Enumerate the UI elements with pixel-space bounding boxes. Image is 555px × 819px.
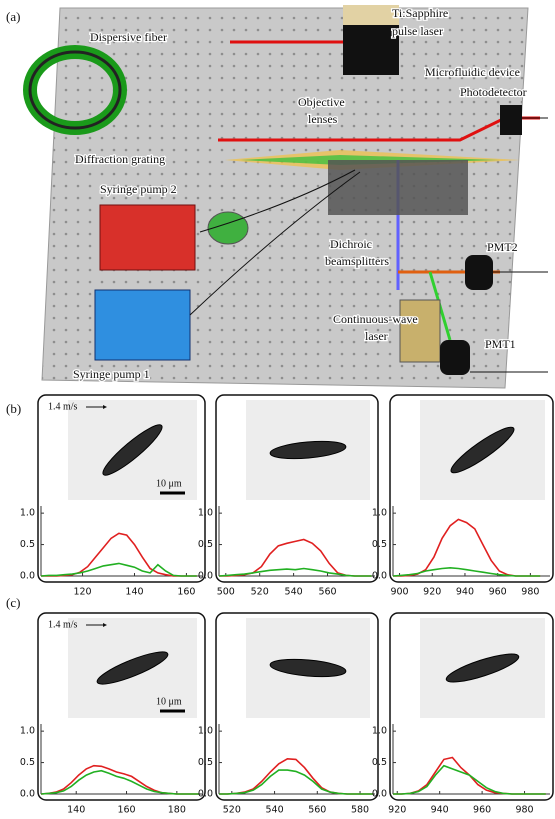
x-tick-label: 980 bbox=[515, 805, 533, 816]
diagram-label: beamsplitters bbox=[325, 254, 389, 268]
x-tick-label: 500 bbox=[217, 587, 235, 598]
panel-label: (b) bbox=[6, 401, 21, 416]
x-tick-label: 520 bbox=[251, 587, 269, 598]
y-tick-label: 1.0 bbox=[198, 508, 213, 519]
x-tick-label: 920 bbox=[388, 805, 406, 816]
y-tick-label: 1.0 bbox=[372, 508, 387, 519]
y-tick-label: 0.0 bbox=[372, 789, 387, 800]
y-tick-label: 0.5 bbox=[372, 539, 387, 550]
x-tick-label: 180 bbox=[168, 805, 186, 816]
trace bbox=[393, 519, 540, 576]
diagram-label: Syringe pump 2 bbox=[100, 182, 177, 196]
pmt1 bbox=[440, 340, 470, 375]
diagram-label: Syringe pump 1 bbox=[73, 367, 150, 381]
x-tick-label: 940 bbox=[456, 587, 474, 598]
panel-label: (c) bbox=[6, 595, 20, 610]
trace bbox=[393, 766, 546, 794]
diagram-label: pulse laser bbox=[392, 24, 443, 38]
y-tick-label: 0.0 bbox=[198, 571, 213, 582]
y-tick-label: 0.5 bbox=[372, 757, 387, 768]
diagram-label: Photodetector bbox=[460, 85, 527, 99]
x-tick-label: 540 bbox=[265, 805, 283, 816]
trace bbox=[41, 533, 197, 576]
x-tick-label: 940 bbox=[431, 805, 449, 816]
optics-block bbox=[328, 160, 468, 215]
pulse-laser-top bbox=[343, 5, 399, 25]
y-tick-label: 0.0 bbox=[20, 789, 35, 800]
diagram-label: laser bbox=[365, 329, 388, 343]
y-tick-label: 1.0 bbox=[20, 726, 35, 737]
x-tick-label: 960 bbox=[473, 805, 491, 816]
page: (a) (b) (c) Dispersive fiber Ti:Sapphire p… bbox=[0, 0, 555, 819]
x-tick-label: 160 bbox=[117, 805, 135, 816]
x-tick-label: 980 bbox=[521, 587, 539, 598]
scale-label: 10 μm bbox=[156, 696, 182, 707]
diagram-label: Dichroic bbox=[330, 237, 372, 251]
x-tick-label: 520 bbox=[223, 805, 241, 816]
y-tick-label: 0.5 bbox=[20, 757, 35, 768]
speed-label: 1.4 m/s bbox=[48, 619, 78, 630]
y-tick-label: 0.0 bbox=[20, 571, 35, 582]
diagram-label: Microfluidic device bbox=[425, 65, 520, 79]
diagram-label: Diffraction grating bbox=[75, 152, 165, 166]
diagram-label: lenses bbox=[308, 112, 338, 126]
trace bbox=[41, 771, 200, 794]
pmt2 bbox=[465, 255, 493, 290]
y-tick-label: 0.5 bbox=[20, 539, 35, 550]
y-tick-label: 1.0 bbox=[198, 726, 213, 737]
diagram-label: Dispersive fiber bbox=[90, 30, 167, 44]
cw-laser bbox=[400, 300, 440, 362]
speed-label: 1.4 m/s bbox=[48, 401, 78, 412]
x-tick-label: 160 bbox=[177, 587, 195, 598]
x-tick-label: 140 bbox=[125, 587, 143, 598]
x-tick-label: 140 bbox=[67, 805, 85, 816]
syringe-pump-2 bbox=[100, 205, 195, 270]
figure: (a) (b) (c) Dispersive fiber Ti:Sapphire p… bbox=[0, 0, 555, 819]
setup-diagram bbox=[30, 5, 548, 388]
trace bbox=[219, 569, 372, 577]
trace bbox=[219, 540, 372, 577]
syringe-pump-1 bbox=[95, 290, 190, 360]
diagram-label: Ti:Sapphire bbox=[392, 6, 448, 20]
y-tick-label: 0.5 bbox=[198, 539, 213, 550]
diagram-label: Continuous-wave bbox=[333, 312, 418, 326]
y-tick-label: 0.5 bbox=[198, 757, 213, 768]
x-tick-label: 120 bbox=[73, 587, 91, 598]
x-tick-label: 560 bbox=[308, 805, 326, 816]
trace bbox=[41, 563, 197, 576]
diagram-label: PMT2 bbox=[487, 240, 518, 254]
x-tick-label: 960 bbox=[489, 587, 507, 598]
trace bbox=[219, 770, 373, 794]
x-tick-label: 920 bbox=[423, 587, 441, 598]
y-tick-label: 1.0 bbox=[20, 508, 35, 519]
diagram-label: Objective bbox=[298, 95, 345, 109]
x-tick-label: 900 bbox=[390, 587, 408, 598]
diagram-label: PMT1 bbox=[485, 337, 516, 351]
x-tick-label: 580 bbox=[351, 805, 369, 816]
x-tick-label: 560 bbox=[318, 587, 336, 598]
x-tick-label: 540 bbox=[285, 587, 303, 598]
trace bbox=[219, 759, 373, 794]
y-tick-label: 0.0 bbox=[372, 571, 387, 582]
panel-label: (a) bbox=[6, 9, 20, 24]
y-tick-label: 0.0 bbox=[198, 789, 213, 800]
y-tick-label: 1.0 bbox=[372, 726, 387, 737]
photodetector bbox=[500, 105, 522, 135]
scale-label: 10 μm bbox=[156, 478, 182, 489]
